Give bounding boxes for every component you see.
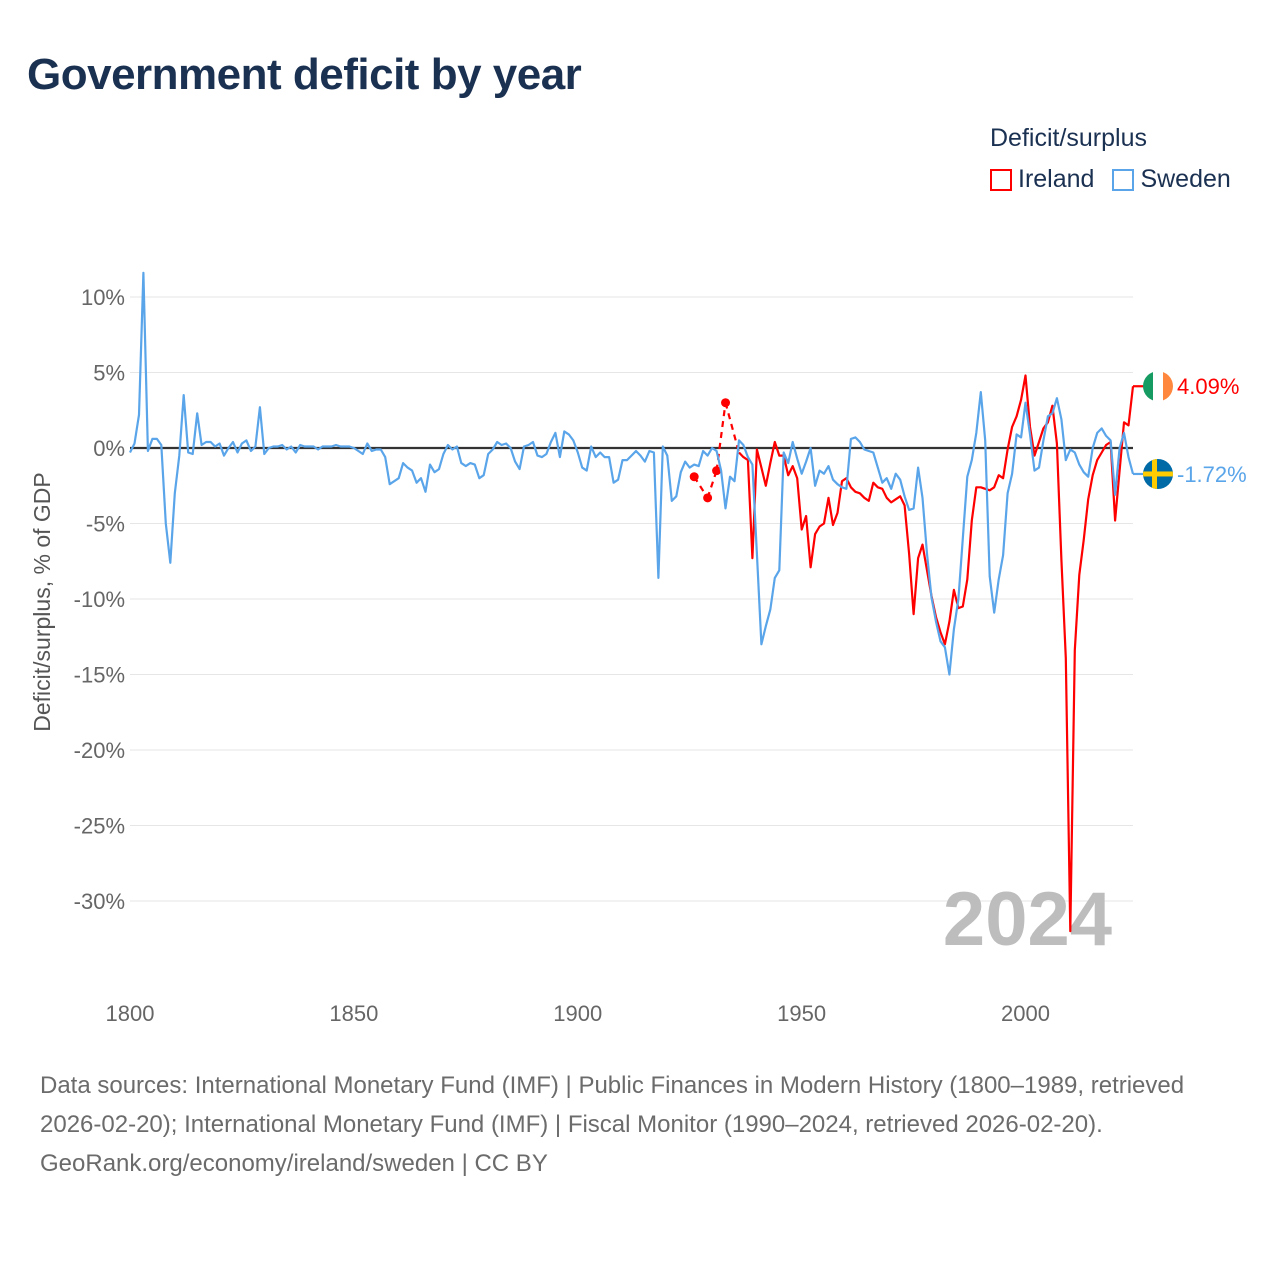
flag-stripe-orange (1163, 371, 1173, 402)
legend-item-sweden[interactable]: Sweden (1112, 165, 1231, 194)
x-tick-label: 2000 (1001, 1001, 1050, 1026)
end-labels: 4.09% -1.72% (1133, 371, 1247, 489)
flag-cross-vertical (1152, 458, 1157, 489)
y-tick-label: -20% (74, 738, 125, 763)
year-watermark: 2024 (943, 877, 1112, 962)
y-tick-label: 0% (93, 436, 125, 461)
ireland-gap-segment (706, 470, 718, 499)
sweden-end-value: -1.72% (1177, 462, 1247, 487)
y-axis-ticks: 10% 5% 0% -5% -10% -15% -20% -25% -30% (74, 285, 125, 914)
y-tick-label: -5% (86, 512, 125, 537)
y-tick-label: 10% (81, 285, 125, 310)
sweden-swatch-icon (1112, 168, 1135, 191)
y-tick-label: -30% (74, 889, 125, 914)
ireland-gap-segment (693, 476, 709, 499)
x-tick-label: 1900 (553, 1001, 602, 1026)
flag-body (1143, 458, 1173, 489)
flag-body (1143, 371, 1173, 402)
legend: Deficit/surplus Ireland Sweden (990, 124, 1231, 194)
legend-title: Deficit/surplus (990, 124, 1147, 152)
flag-cross-horizontal (1143, 471, 1173, 477)
flag-stripe-green (1143, 371, 1153, 402)
source-link[interactable]: GeoRank.org/economy/ireland/sweden | CC … (40, 1150, 548, 1177)
data-sources: Data sources: International Monetary Fun… (40, 1072, 1185, 1138)
y-tick-label: -25% (74, 814, 125, 839)
x-tick-label: 1800 (106, 1001, 155, 1026)
sweden-flag-icon (1143, 458, 1173, 489)
legend-item-ireland[interactable]: Ireland (990, 165, 1094, 194)
ireland-gap-segment (724, 402, 741, 453)
flag-stripe-white (1153, 371, 1163, 402)
ireland-flag-icon (1143, 371, 1173, 402)
y-axis-label: Deficit/surplus, % of GDP (29, 472, 55, 731)
sweden-line (129, 271, 1135, 676)
x-tick-label: 1850 (329, 1001, 378, 1026)
y-tick-label: 5% (93, 361, 125, 386)
x-axis-ticks: 1800 1850 1900 1950 2000 (106, 1001, 1050, 1026)
legend-label-sweden: Sweden (1140, 165, 1231, 193)
y-tick-label: -15% (74, 663, 125, 688)
x-tick-label: 1950 (777, 1001, 826, 1026)
legend-label-ireland: Ireland (1018, 165, 1095, 193)
series-lines (129, 271, 1135, 933)
gridlines (130, 296, 1133, 902)
footer: Data sources: International Monetary Fun… (40, 1066, 1240, 1183)
chart-title: Government deficit by year (27, 50, 582, 99)
ireland-end-value: 4.09% (1177, 374, 1239, 399)
y-tick-label: -10% (74, 587, 125, 612)
ireland-swatch-icon (990, 168, 1012, 191)
